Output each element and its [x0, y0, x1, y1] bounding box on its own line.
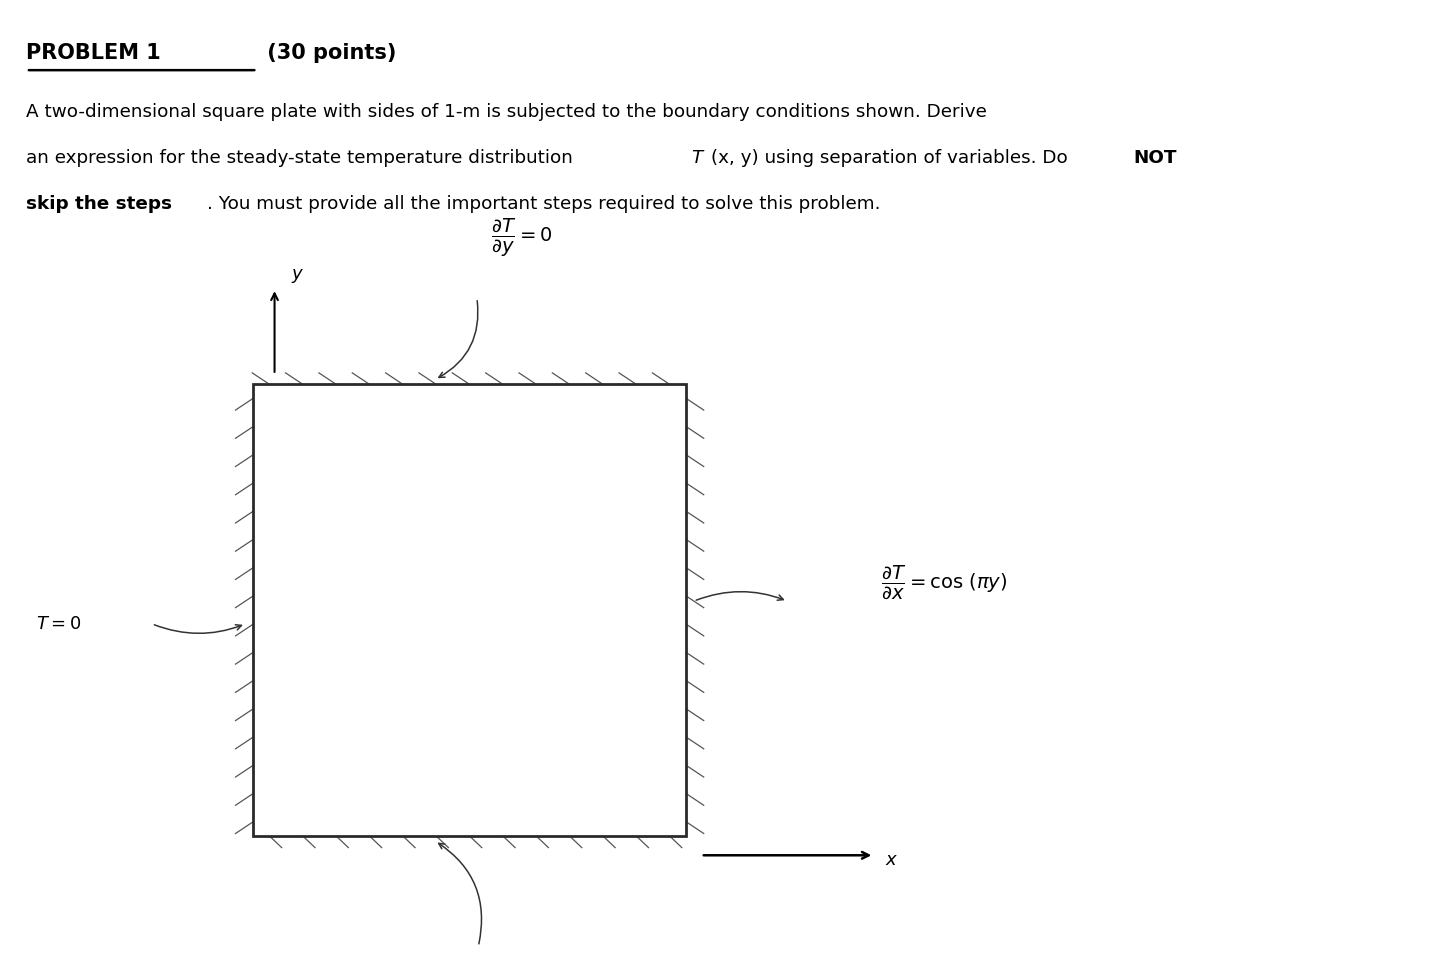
Text: $\dfrac{\partial T}{\partial y} = 0$: $\dfrac{\partial T}{\partial y} = 0$ [491, 217, 552, 259]
Text: $\dfrac{\partial T}{\partial x} = \cos\,(\pi y)$: $\dfrac{\partial T}{\partial x} = \cos\,… [881, 563, 1007, 601]
Text: A two-dimensional square plate with sides of 1-m is subjected to the boundary co: A two-dimensional square plate with side… [26, 103, 987, 121]
Text: (x, y) using separation of variables. Do: (x, y) using separation of variables. Do [705, 149, 1074, 167]
Text: NOT: NOT [1133, 149, 1176, 167]
Text: PROBLEM 1: PROBLEM 1 [26, 43, 160, 63]
Text: (30 points): (30 points) [260, 43, 396, 63]
Text: skip the steps: skip the steps [26, 195, 172, 213]
Text: . You must provide all the important steps required to solve this problem.: . You must provide all the important ste… [207, 195, 880, 213]
Bar [253, 384, 686, 836]
Text: x: x [886, 851, 896, 869]
Text: y: y [292, 265, 302, 283]
Text: $T = 0$: $T = 0$ [36, 615, 81, 632]
Text: T: T [691, 149, 702, 167]
Text: an expression for the steady-state temperature distribution: an expression for the steady-state tempe… [26, 149, 579, 167]
